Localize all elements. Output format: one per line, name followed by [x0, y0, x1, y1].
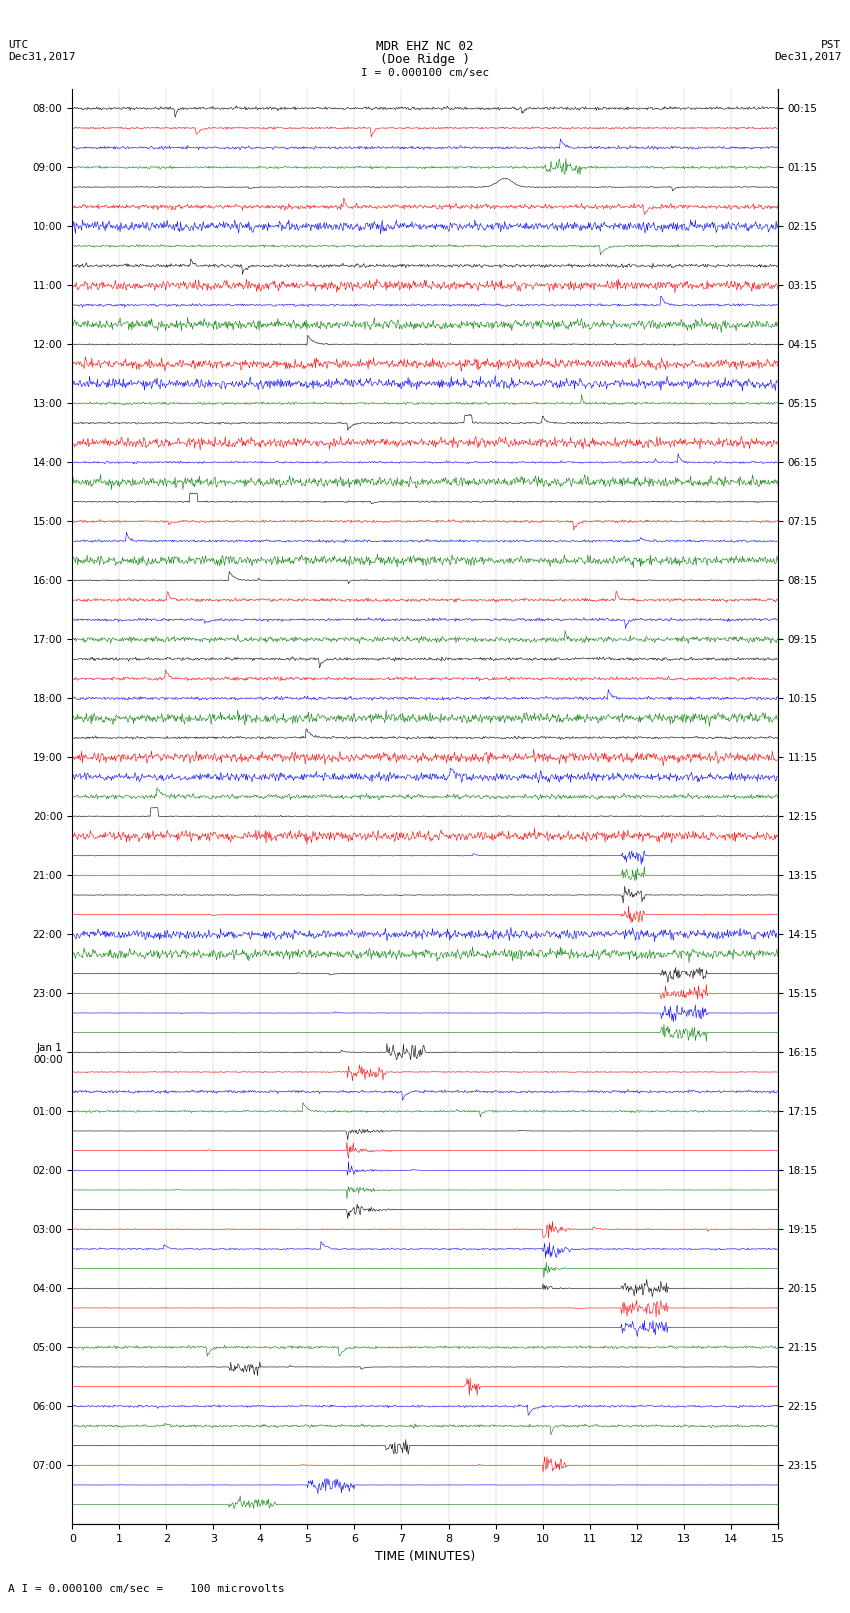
Text: A I = 0.000100 cm/sec =    100 microvolts: A I = 0.000100 cm/sec = 100 microvolts [8, 1584, 286, 1594]
Text: UTC: UTC [8, 40, 29, 50]
Text: I = 0.000100 cm/sec: I = 0.000100 cm/sec [361, 68, 489, 77]
Text: Dec31,2017: Dec31,2017 [8, 52, 76, 61]
Text: MDR EHZ NC 02: MDR EHZ NC 02 [377, 40, 473, 53]
Text: PST: PST [821, 40, 842, 50]
Text: Dec31,2017: Dec31,2017 [774, 52, 842, 61]
X-axis label: TIME (MINUTES): TIME (MINUTES) [375, 1550, 475, 1563]
Text: (Doe Ridge ): (Doe Ridge ) [380, 53, 470, 66]
